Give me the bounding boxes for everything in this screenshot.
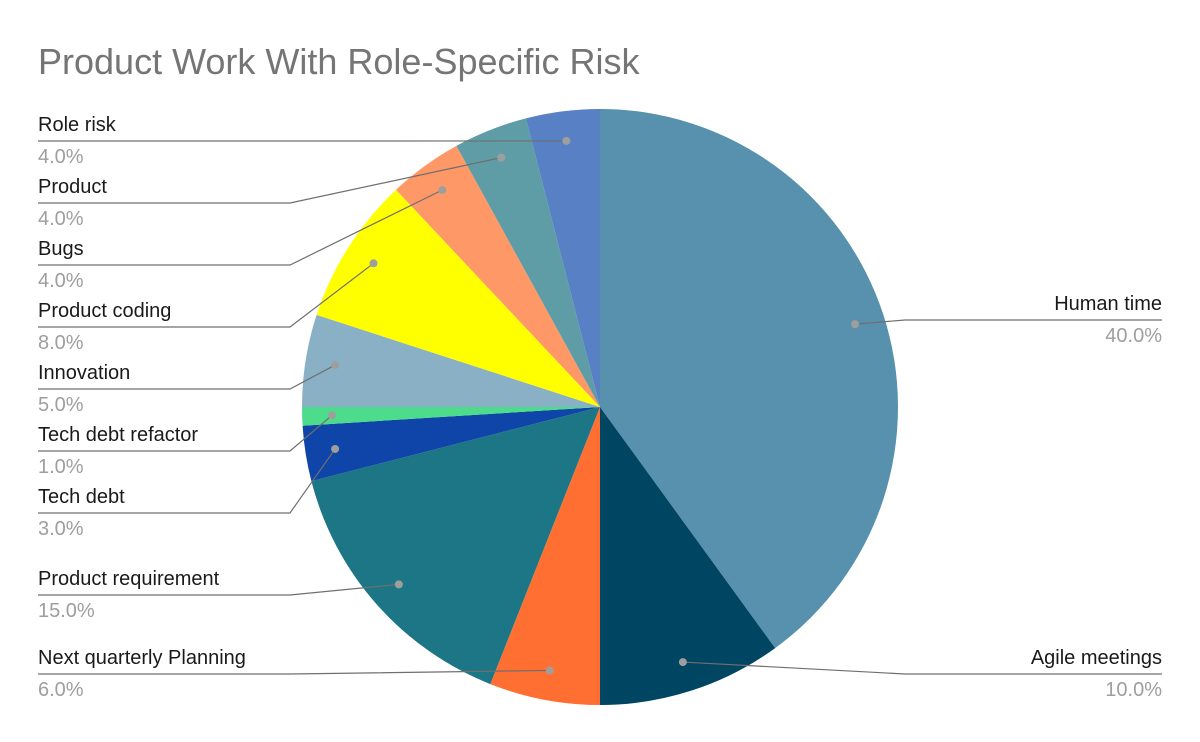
leader-line-product-requirement	[38, 583, 399, 596]
slice-value-agile-meetings: 10.0%	[1105, 679, 1162, 701]
pie-slice-product-coding	[316, 189, 600, 407]
slice-value-product-requirement: 15.0%	[38, 600, 95, 622]
leader-line-innovation	[38, 364, 336, 390]
leader-line-product	[38, 157, 502, 204]
slice-label-tech-debt-refactor: Tech debt refactor	[38, 424, 198, 446]
slice-label-product-coding: Product coding	[38, 300, 171, 322]
slice-label-tech-debt: Tech debt	[38, 486, 125, 508]
leader-line-next-quarterly-planning	[38, 669, 550, 675]
pie-slice-product-requirement	[311, 407, 600, 685]
leader-line-human-time	[855, 319, 1162, 325]
chart-title: Product Work With Role-Specific Risk	[38, 41, 640, 82]
leader-dot-role-risk	[562, 136, 571, 145]
leader-dot-next-quarterly-planning	[545, 666, 554, 675]
slices	[302, 109, 898, 705]
slice-label-role-risk: Role risk	[38, 114, 117, 136]
pie-slice-agile-meetings	[600, 407, 776, 705]
slice-value-human-time: 40.0%	[1105, 325, 1162, 347]
pie-slice-product	[456, 118, 600, 408]
leader-dot-product-requirement	[394, 580, 403, 589]
slice-value-innovation: 5.0%	[38, 394, 84, 416]
slice-value-bugs: 4.0%	[38, 270, 84, 292]
pie-slice-bugs	[396, 145, 600, 408]
slice-labels: Human time 40.0% Agile meetings 10.0% Next q…	[38, 114, 1162, 701]
leader-dot-product-coding	[369, 259, 378, 268]
slice-label-next-quarterly-planning: Next quarterly Planning	[38, 647, 246, 669]
leader-line-tech-debt	[38, 448, 336, 514]
slice-label-product: Product	[38, 176, 107, 198]
leader-dot-human-time	[851, 320, 860, 329]
leader-dot-innovation	[331, 361, 340, 370]
pie-slice-next-quarterly-planning	[490, 407, 600, 705]
pie-slice-tech-debt	[302, 407, 600, 482]
leader-line-agile-meetings	[682, 661, 1162, 675]
leader-dot-product	[497, 153, 506, 162]
slice-label-agile-meetings: Agile meetings	[1031, 647, 1162, 669]
slice-value-tech-debt: 3.0%	[38, 518, 84, 540]
leader-line-bugs	[38, 189, 443, 266]
pie-slice-innovation	[302, 314, 600, 407]
slice-value-product-coding: 8.0%	[38, 332, 84, 354]
slice-value-tech-debt-refactor: 1.0%	[38, 456, 84, 478]
slice-label-human-time: Human time	[1054, 293, 1162, 315]
slice-value-next-quarterly-planning: 6.0%	[38, 679, 84, 701]
pie-slice-human-time	[600, 109, 898, 649]
pie-slice-tech-debt-refactor	[302, 407, 600, 426]
slice-label-bugs: Bugs	[38, 238, 84, 260]
leader-line-product-coding	[38, 262, 374, 328]
pie-slice-role-risk	[525, 109, 600, 407]
slice-label-product-requirement: Product requirement	[38, 568, 220, 590]
leader-dot-bugs	[438, 186, 447, 195]
leader-lines	[38, 136, 1162, 675]
slice-value-product: 4.0%	[38, 208, 84, 230]
leader-dot-tech-debt	[331, 444, 340, 453]
leader-dot-tech-debt-refactor	[327, 411, 336, 420]
leader-line-tech-debt-refactor	[38, 414, 333, 452]
slice-label-innovation: Innovation	[38, 362, 130, 384]
leader-dot-agile-meetings	[678, 658, 687, 667]
slice-value-role-risk: 4.0%	[38, 146, 84, 168]
